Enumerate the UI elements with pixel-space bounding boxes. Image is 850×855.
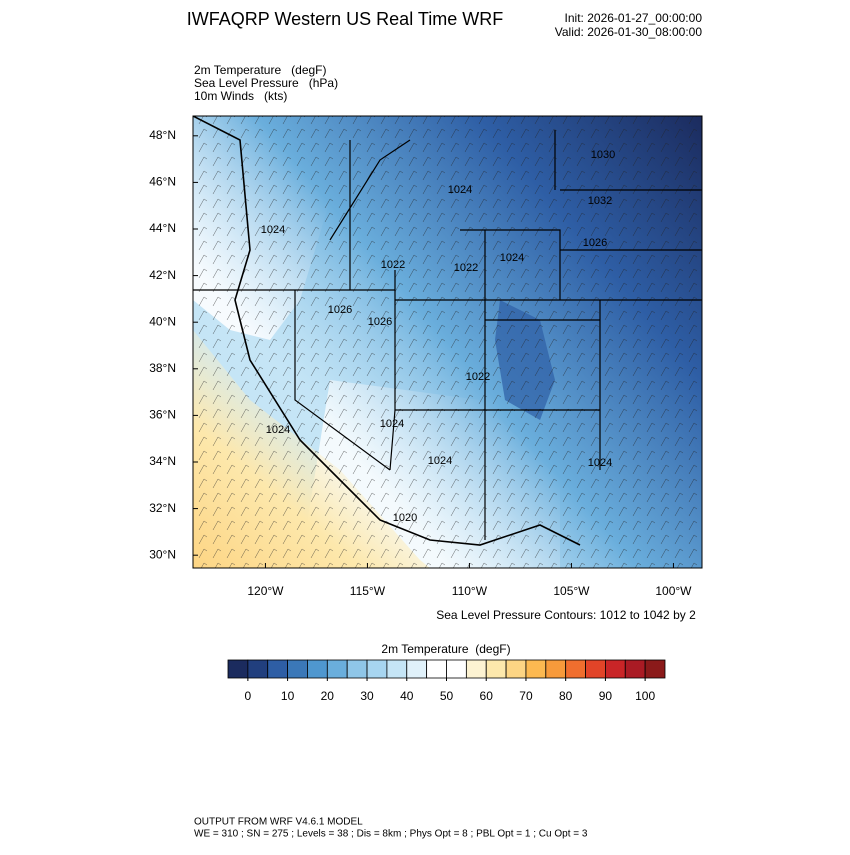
- colorbar-title: 2m Temperature (degF): [381, 642, 510, 656]
- colorbar-box: [605, 659, 626, 679]
- colorbar-tick-label: 90: [599, 689, 613, 703]
- colorbar-box: [525, 659, 547, 679]
- footer-line: OUTPUT FROM WRF V4.6.1 MODEL: [194, 817, 363, 828]
- colorbar-tick-label: 70: [519, 689, 533, 703]
- contour-label: 1026: [368, 316, 392, 328]
- colorbar-box: [386, 659, 408, 679]
- field-label: 10m Winds (kts): [194, 89, 287, 103]
- map-frame: [192, 115, 703, 569]
- contour-label: 1030: [591, 149, 615, 161]
- colorbar-box: [644, 659, 666, 679]
- y-tick-label: 40°N: [149, 314, 176, 328]
- contour-label: 1026: [328, 304, 352, 316]
- init-time: Init: 2026-01-27_00:00:00: [565, 11, 703, 25]
- contour-label: 1024: [380, 418, 404, 430]
- colorbar-box: [267, 659, 288, 679]
- x-tick-label: 115°W: [350, 584, 386, 598]
- colorbar-box: [624, 659, 646, 679]
- contour-label: 1024: [588, 457, 612, 469]
- contour-label: 1020: [393, 512, 417, 524]
- colorbar-box: [585, 659, 606, 679]
- y-tick-label: 38°N: [149, 361, 176, 375]
- contour-label: 1026: [583, 237, 607, 249]
- contour-label: 1024: [428, 455, 452, 467]
- y-tick-label: 36°N: [149, 408, 176, 422]
- footer-line: WE = 310 ; SN = 275 ; Levels = 38 ; Dis …: [194, 829, 588, 840]
- title: IWFAQRP Western US Real Time WRF: [187, 9, 503, 29]
- y-tick-label: 44°N: [149, 221, 176, 235]
- colorbar-tick-label: 40: [400, 689, 414, 703]
- colorbar-box: [346, 659, 368, 679]
- colorbar-box: [366, 659, 388, 679]
- contour-label: 1032: [588, 195, 612, 207]
- colorbar-box: [287, 659, 308, 679]
- colorbar-box: [485, 659, 507, 679]
- colorbar-box: [227, 659, 249, 679]
- colorbar-box: [406, 659, 428, 679]
- contour-label: 1024: [448, 184, 472, 196]
- y-tick-label: 32°N: [149, 501, 176, 515]
- field-label: Sea Level Pressure (hPa): [194, 76, 338, 90]
- y-tick-label: 46°N: [149, 175, 176, 189]
- y-tick-label: 34°N: [149, 454, 176, 468]
- colorbar-box: [426, 659, 447, 679]
- contour-label: 1024: [261, 224, 285, 236]
- field-label: 2m Temperature (degF): [194, 63, 327, 77]
- x-tick-label: 100°W: [655, 584, 692, 598]
- contour-label: 1024: [500, 252, 524, 264]
- contour-label: 1024: [266, 424, 290, 436]
- colorbar-box: [446, 659, 467, 679]
- x-tick-label: 110°W: [452, 584, 488, 598]
- colorbar-tick-label: 100: [635, 689, 655, 703]
- colorbar-tick-label: 80: [559, 689, 573, 703]
- contour-label: 1022: [381, 259, 405, 271]
- x-tick-label: 105°W: [553, 584, 590, 598]
- contour-label: 1022: [466, 371, 490, 383]
- colorbar-box: [505, 659, 527, 679]
- colorbar-box: [247, 659, 269, 679]
- colorbar-tick-label: 30: [360, 689, 374, 703]
- colorbar-box: [565, 659, 586, 679]
- colorbar-tick-label: 0: [245, 689, 252, 703]
- colorbar-tick-label: 50: [440, 689, 454, 703]
- colorbar-tick-label: 20: [321, 689, 335, 703]
- colorbar-tick-label: 10: [281, 689, 295, 703]
- colorbar-tick-label: 60: [480, 689, 494, 703]
- contour-label: 1022: [454, 262, 478, 274]
- y-tick-label: 42°N: [149, 268, 176, 282]
- colorbar-box: [465, 659, 487, 679]
- x-tick-label: 120°W: [247, 584, 284, 598]
- colorbar-box: [545, 659, 567, 679]
- y-tick-label: 48°N: [149, 128, 176, 142]
- y-tick-label: 30°N: [149, 547, 176, 561]
- colorbar-box: [326, 659, 348, 679]
- contour-note: Sea Level Pressure Contours: 1012 to 104…: [436, 608, 696, 622]
- colorbar-box: [307, 659, 328, 679]
- map-field: [193, 116, 702, 568]
- valid-time: Valid: 2026-01-30_08:00:00: [555, 25, 703, 39]
